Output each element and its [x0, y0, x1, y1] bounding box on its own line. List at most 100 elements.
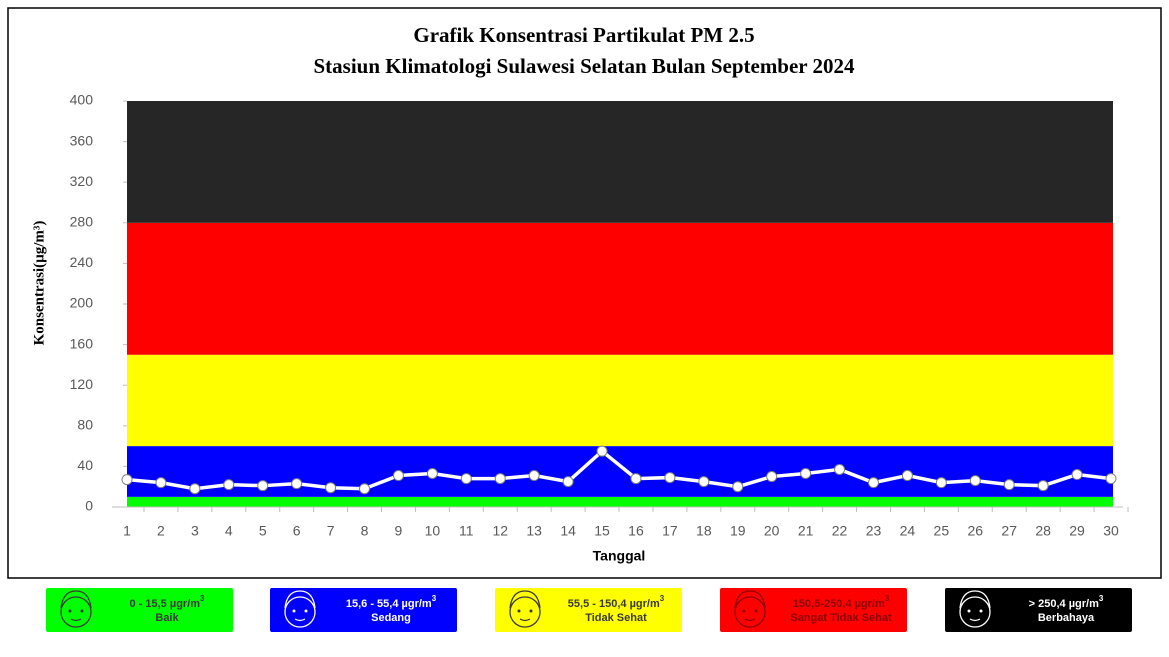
- y-tick-label: 200: [70, 295, 94, 311]
- legend-item: 150,5-250,4 µgr/m3 Sangat Tidak Sehat: [720, 588, 907, 632]
- legend-range-exp: 3: [1099, 594, 1104, 603]
- legend-label: Sedang: [371, 612, 411, 624]
- x-tick-label: 26: [967, 523, 983, 539]
- legend-range: 15,6 - 55,4 µgr/m3: [346, 594, 437, 610]
- y-tick-label: 360: [70, 132, 94, 148]
- data-point: [460, 473, 472, 485]
- data-point: [223, 479, 235, 491]
- data-point: [969, 475, 981, 487]
- face-hair: [509, 590, 541, 609]
- legend-box: [46, 588, 233, 632]
- data-point: [426, 468, 438, 480]
- legend-range: > 250,4 µgr/m3: [1029, 594, 1104, 610]
- x-tick-label: 6: [293, 523, 301, 539]
- legend-range: 0 - 15,5 µgr/m3: [130, 594, 206, 610]
- face-hair: [959, 590, 991, 609]
- data-point: [562, 476, 574, 488]
- legend-range-text: 55,5 - 150,4 µgr/m: [568, 598, 660, 610]
- legend-range: 150,5-250,4 µgr/m3: [793, 594, 890, 610]
- data-point: [1003, 479, 1015, 491]
- data-point: [901, 470, 913, 482]
- legend-item: 15,6 - 55,4 µgr/m3 Sedang: [270, 588, 457, 632]
- y-tick-label: 320: [70, 173, 94, 189]
- legend-box: [945, 588, 1132, 632]
- legend-range-exp: 3: [200, 594, 205, 603]
- data-point: [291, 478, 303, 490]
- data-point: [257, 480, 269, 492]
- chart-title: Grafik Konsentrasi Partikulat PM 2.5: [413, 23, 754, 47]
- face-hair: [60, 590, 92, 609]
- band: [127, 101, 1113, 223]
- y-tick-label: 240: [70, 254, 94, 270]
- x-tick-label: 24: [900, 523, 916, 539]
- legend-range-exp: 3: [432, 594, 437, 603]
- face-icon: [734, 596, 766, 628]
- x-tick-label: 25: [934, 523, 950, 539]
- x-tick-label: 23: [866, 523, 882, 539]
- x-tick-label: 14: [560, 523, 576, 539]
- data-point: [630, 473, 642, 485]
- x-tick-label: 8: [361, 523, 369, 539]
- legend-range-exp: 3: [660, 594, 665, 603]
- data-point: [867, 477, 879, 489]
- data-point: [392, 470, 404, 482]
- legend-label: Baik: [155, 612, 179, 624]
- face-eye: [754, 609, 758, 613]
- data-point: [189, 483, 201, 495]
- data-line: [126, 448, 1112, 491]
- data-point: [494, 473, 506, 485]
- legend-box: [270, 588, 457, 632]
- data-point: [121, 474, 133, 486]
- face-icon: [284, 596, 316, 628]
- legend-range-exp: 3: [885, 594, 890, 603]
- data-point: [1105, 473, 1117, 485]
- x-tick-label: 16: [628, 523, 644, 539]
- legend-item: > 250,4 µgr/m3 Berbahaya: [945, 588, 1132, 632]
- face-icon: [959, 596, 991, 628]
- legend-label: Berbahaya: [1038, 612, 1095, 624]
- face-eye: [529, 609, 533, 613]
- data-point: [155, 477, 167, 489]
- legend-label: Tidak Sehat: [585, 612, 647, 624]
- x-tick-label: 27: [1001, 523, 1017, 539]
- band: [127, 496, 1113, 507]
- legend-label: Sangat Tidak Sehat: [790, 612, 892, 624]
- x-tick-label: 21: [798, 523, 814, 539]
- x-tick-label: 2: [157, 523, 165, 539]
- face-eye: [80, 609, 84, 613]
- face-eye: [979, 609, 983, 613]
- face-hair: [284, 590, 316, 609]
- legend-item: 55,5 - 150,4 µgr/m3 Tidak Sehat: [495, 588, 682, 632]
- x-tick-label: 30: [1103, 523, 1119, 539]
- legend-box: [495, 588, 682, 632]
- band: [127, 446, 1113, 497]
- x-tick-label: 5: [259, 523, 267, 539]
- x-tick-label: 20: [764, 523, 780, 539]
- x-tick-label: 29: [1069, 523, 1085, 539]
- band: [127, 354, 1113, 447]
- x-tick-label: 10: [425, 523, 441, 539]
- y-tick-label: 160: [70, 335, 94, 351]
- x-tick-label: 4: [225, 523, 233, 539]
- data-point: [1037, 480, 1049, 492]
- data-point: [766, 471, 778, 483]
- face-icon: [509, 596, 541, 628]
- y-tick-label: 400: [70, 92, 94, 108]
- face-icon: [60, 596, 92, 628]
- face-mouth: [744, 618, 756, 622]
- y-tick-label: 80: [77, 417, 93, 433]
- x-tick-label: 19: [730, 523, 746, 539]
- x-tick-label: 7: [327, 523, 335, 539]
- data-point: [698, 476, 710, 488]
- face-mouth: [519, 618, 531, 622]
- data-point: [935, 477, 947, 489]
- data-point: [800, 468, 812, 480]
- data-point: [664, 472, 676, 484]
- data-point: [325, 482, 337, 494]
- x-tick-label: 17: [662, 523, 678, 539]
- legend-range-text: 0 - 15,5 µgr/m: [130, 598, 201, 610]
- data-point: [528, 470, 540, 482]
- chart-subtitle: Stasiun Klimatologi Sulawesi Selatan Bul…: [313, 54, 855, 78]
- legend-range: 55,5 - 150,4 µgr/m3: [568, 594, 665, 610]
- face-eye: [742, 609, 746, 613]
